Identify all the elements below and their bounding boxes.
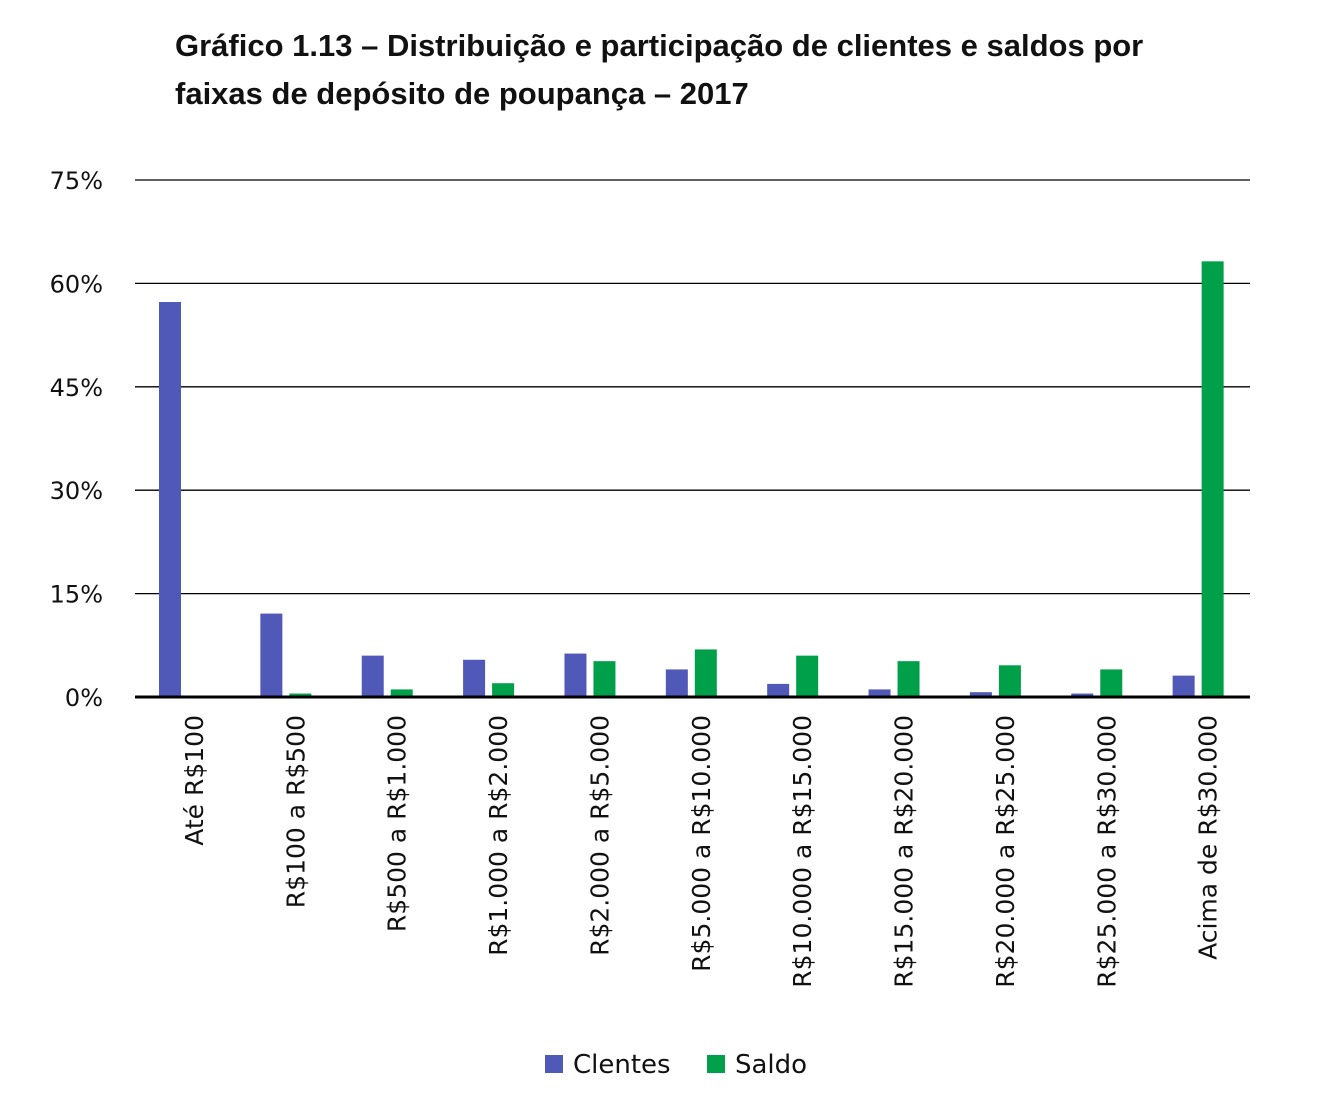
bar-saldo (593, 661, 616, 697)
x-tick-label: R$10.000 a R$15.000 (788, 715, 817, 988)
x-tick-label: R$25.000 a R$30.000 (1092, 715, 1121, 988)
x-tick-label: R$100 a R$500 (281, 715, 310, 908)
y-tick-label: 0% (65, 684, 103, 712)
x-tick-label: R$15.000 a R$20.000 (890, 715, 919, 988)
x-tick-label: Acima de R$30.000 (1194, 715, 1223, 960)
legend-swatch-saldo (707, 1055, 725, 1073)
x-tick-label: R$1.000 a R$2.000 (484, 715, 513, 956)
chart-title: Gráfico 1.13 – Distribuição e participaç… (175, 22, 1255, 118)
legend-label: Saldo (735, 1050, 807, 1080)
x-tick-label: R$20.000 a R$25.000 (991, 715, 1020, 988)
bar-clientes (868, 689, 891, 697)
bar-clientes (1172, 675, 1195, 697)
legend-swatch-clientes (545, 1055, 563, 1073)
y-tick-label: 75% (50, 167, 103, 195)
y-tick-label: 15% (50, 581, 103, 609)
bar-saldo (796, 655, 819, 697)
y-tick-label: 30% (50, 477, 103, 505)
bar-saldo (897, 661, 920, 697)
x-tick-label: Até R$100 (180, 715, 209, 846)
bar-saldo (998, 665, 1021, 697)
bar-clientes (665, 669, 688, 697)
bar-clientes (564, 653, 587, 697)
y-tick-label: 45% (50, 374, 103, 402)
bar-clientes (1071, 693, 1094, 697)
bar-saldo (694, 649, 717, 697)
bar-clientes (260, 613, 283, 697)
bar-saldo (1100, 669, 1123, 697)
chart-title-line-2: faixas de depósito de poupança – 2017 (175, 76, 749, 111)
legend-label: Clentes (573, 1050, 671, 1080)
bar-clientes (767, 683, 790, 697)
bar-saldo (492, 683, 515, 697)
bar-saldo (1201, 261, 1224, 697)
x-tick-label: R$5.000 a R$10.000 (687, 715, 716, 972)
chart-title-line-1: Gráfico 1.13 – Distribuição e participaç… (175, 28, 1144, 63)
bar-clientes (159, 302, 181, 697)
x-tick-label: R$500 a R$1.000 (383, 715, 412, 932)
bar-clientes (463, 659, 486, 697)
bar-saldo (390, 689, 413, 697)
x-tick-label: R$2.000 a R$5.000 (585, 715, 614, 956)
bar-saldo (289, 693, 312, 697)
bar-clientes (969, 692, 992, 697)
y-tick-label: 60% (50, 270, 103, 298)
bar-clientes (361, 655, 384, 697)
